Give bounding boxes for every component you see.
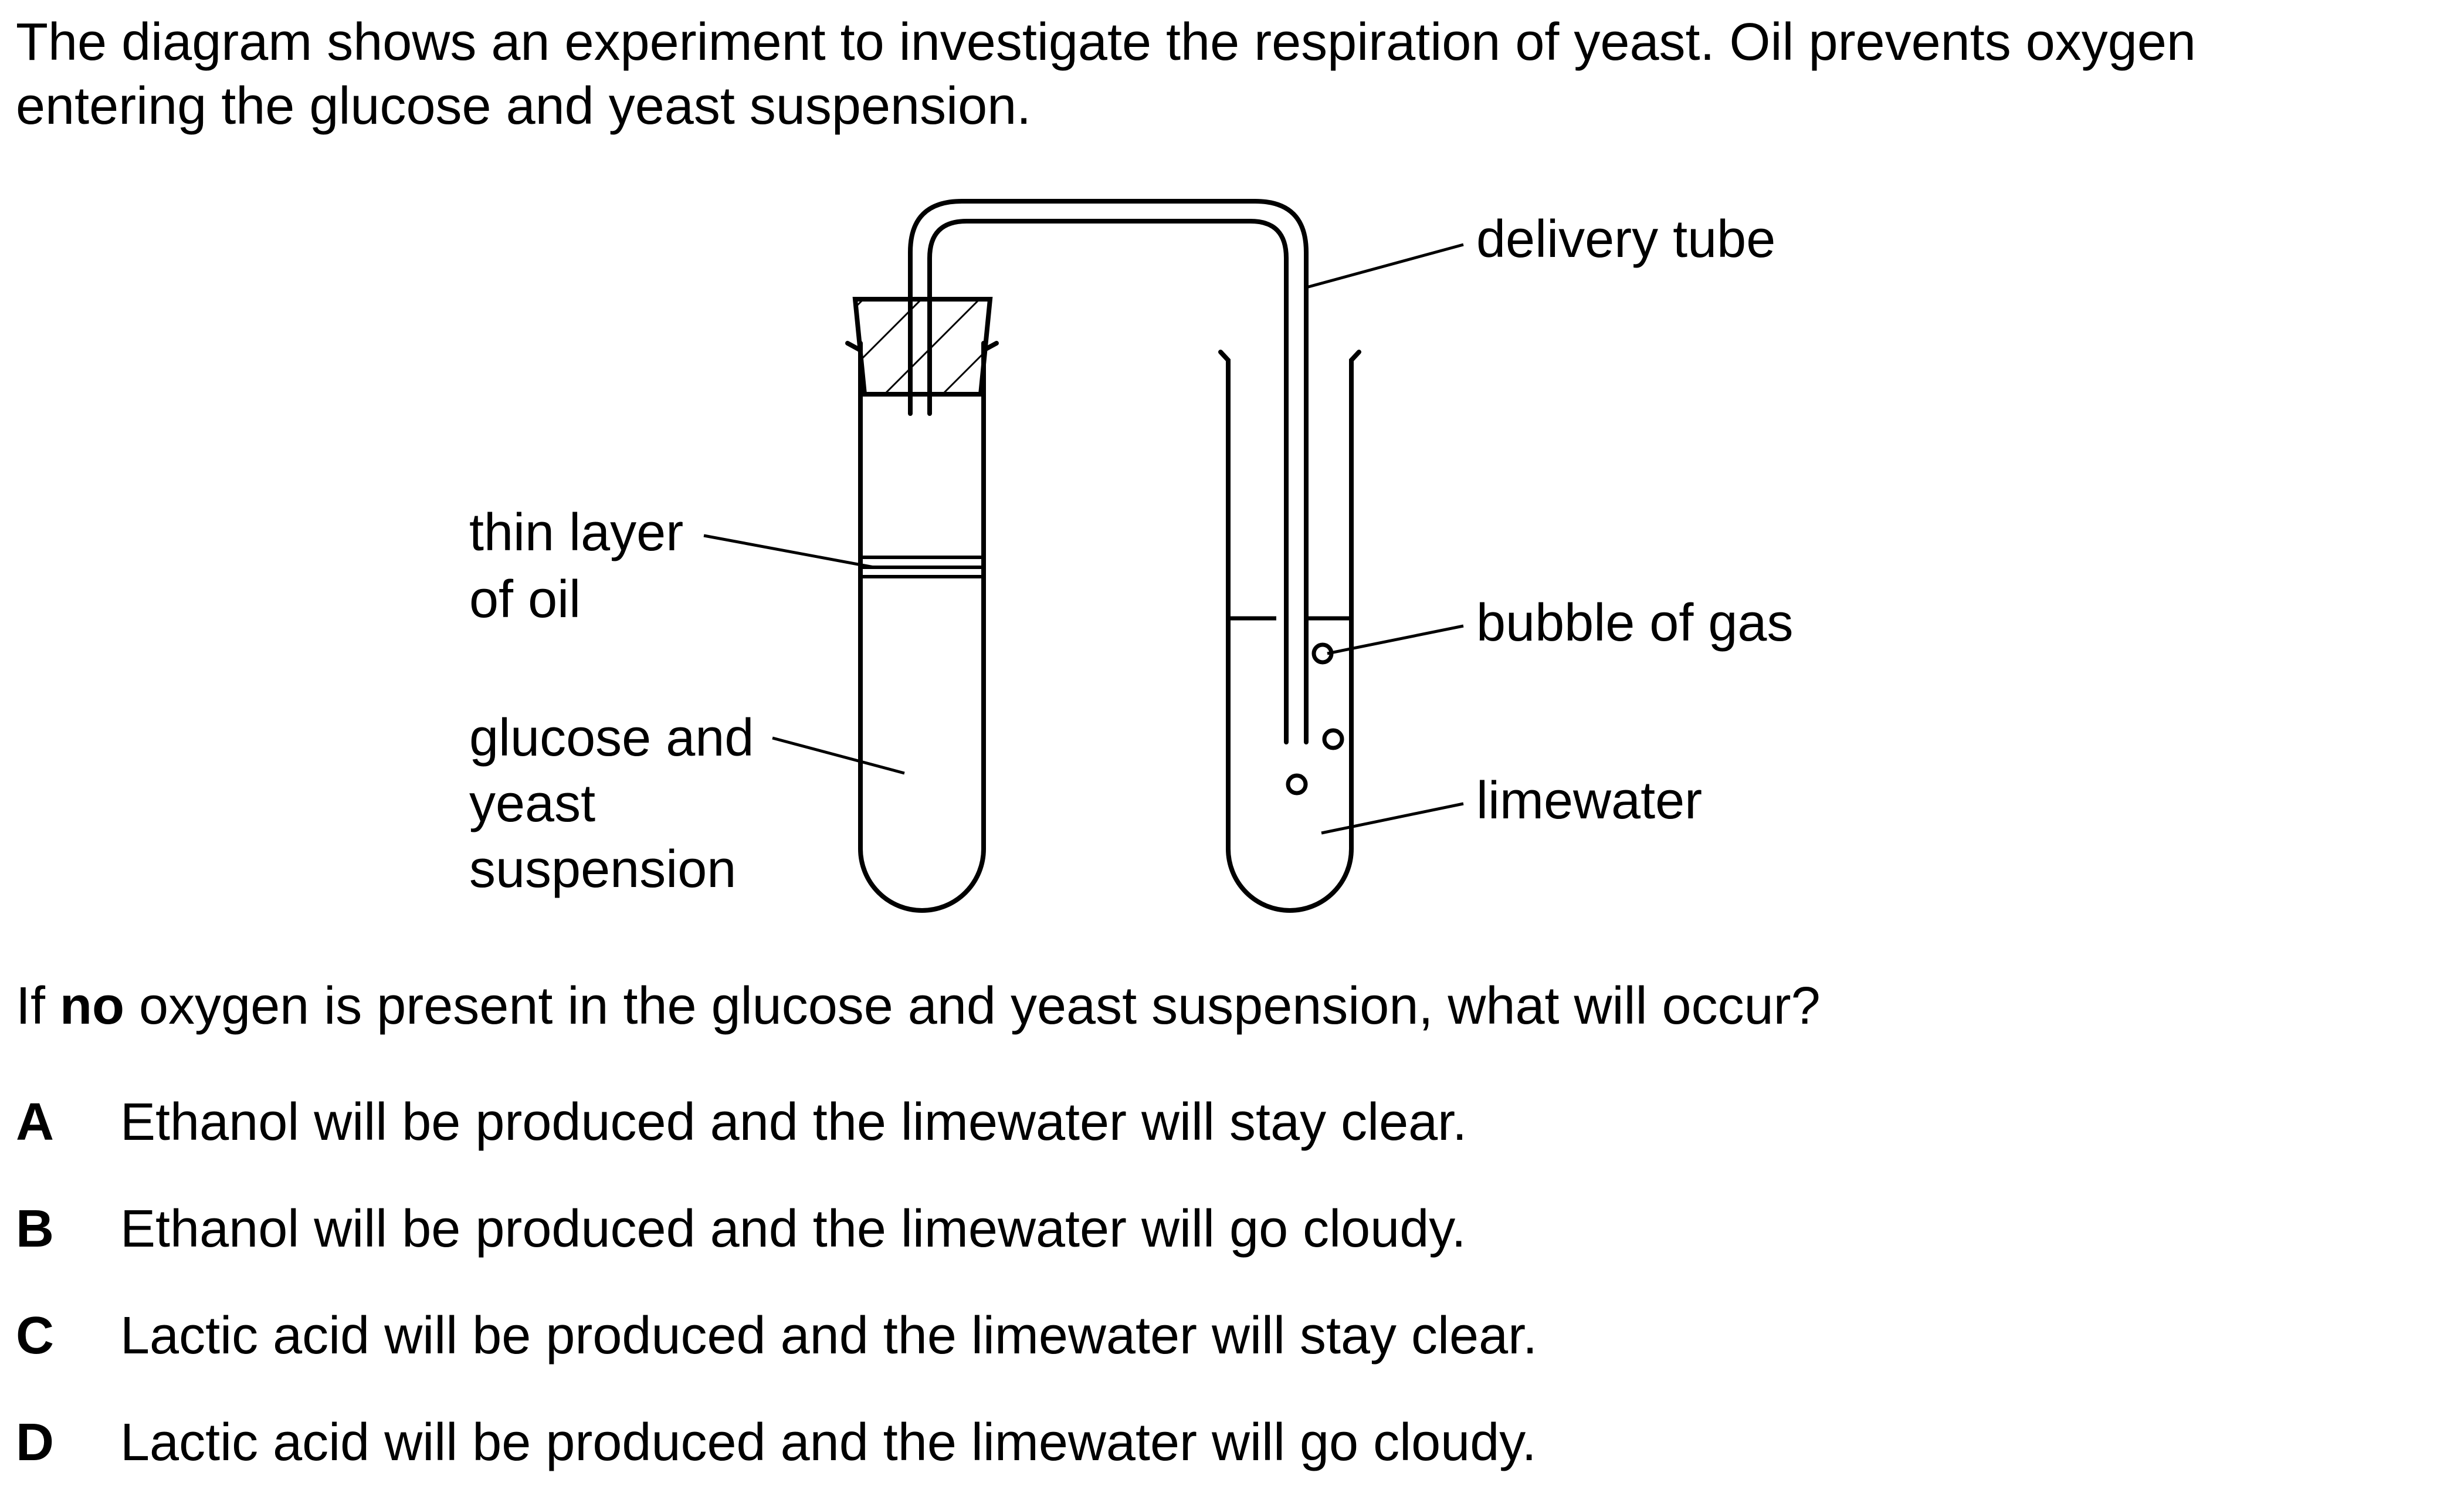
label-limewater: limewater	[1476, 771, 1702, 830]
intro-line-1: The diagram shows an experiment to inves…	[16, 13, 2196, 72]
label-bubble-of-gas: bubble of gas	[1476, 594, 1793, 652]
option-letter: B	[16, 1200, 54, 1258]
intro-text: The diagram shows an experiment to inves…	[16, 11, 2368, 138]
intro-line-2: entering the glucose and yeast suspensio…	[16, 77, 1032, 136]
label-glucose-line-1: glucose and	[469, 709, 754, 767]
oil-layer	[860, 556, 984, 578]
stopper	[852, 297, 993, 397]
left-test-tube	[845, 341, 999, 913]
leader-delivery-tube	[1306, 243, 1464, 289]
bubble-2	[1322, 728, 1344, 750]
label-delivery-tube: delivery tube	[1476, 210, 1775, 269]
leader-glucose	[772, 736, 905, 775]
option-text: Lactic acid will be produced and the lim…	[120, 1413, 1537, 1472]
question-text: If no oxygen is present in the glucose a…	[16, 974, 1821, 1038]
question-prefix: If	[16, 977, 46, 1035]
option-letter: C	[16, 1306, 54, 1365]
option-letter: A	[16, 1093, 54, 1152]
option-text: Ethanol will be produced and the limewat…	[120, 1200, 1466, 1258]
label-glucose-line-3: suspension	[469, 840, 736, 899]
question-emphasis: no	[60, 977, 124, 1035]
label-oil-line-1: thin layer	[469, 503, 683, 562]
bubble-3	[1286, 773, 1308, 795]
gas-bubbles	[1286, 642, 1344, 795]
option-text: Ethanol will be produced and the limewat…	[120, 1093, 1467, 1152]
leader-limewater	[1321, 802, 1464, 835]
label-glucose-line-2: yeast	[469, 774, 595, 833]
leader-lines	[703, 243, 1464, 835]
label-oil-line-2: of oil	[469, 570, 581, 629]
question-rest: oxygen is present in the glucose and yea…	[139, 977, 1821, 1035]
right-test-tube	[1218, 350, 1361, 913]
option-letter: D	[16, 1413, 54, 1472]
leader-bubble	[1327, 624, 1464, 655]
leader-oil	[703, 534, 875, 569]
delivery-tube	[908, 199, 1309, 744]
option-text: Lactic acid will be produced and the lim…	[120, 1306, 1538, 1365]
